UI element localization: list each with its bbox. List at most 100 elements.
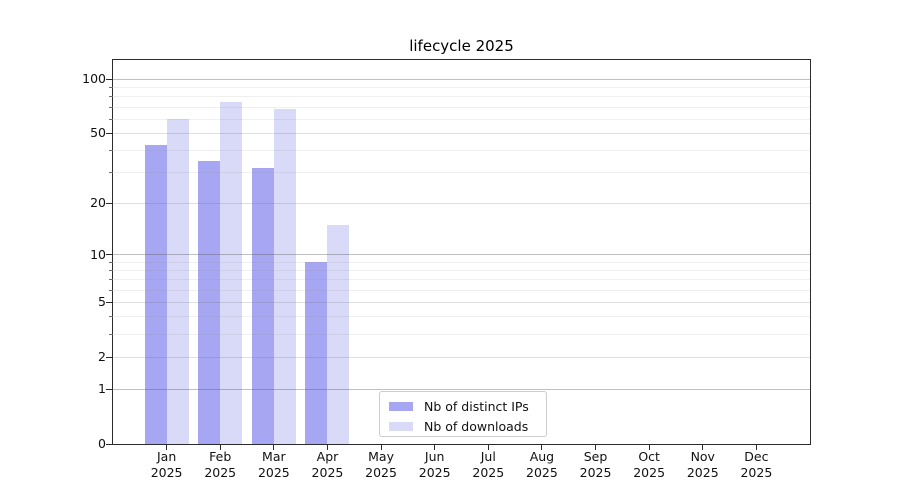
gridline-minor (113, 289, 810, 291)
plot-area (112, 59, 811, 445)
y-tick-mark-minor (109, 269, 113, 271)
y-tick-label: 20 (90, 195, 106, 211)
x-tick-year: 2025 (365, 465, 397, 480)
x-tick-year: 2025 (204, 465, 237, 480)
legend-label-downloads: Nb of downloads (424, 419, 529, 434)
x-tick-mark (487, 445, 489, 450)
x-tick-month: Jan (156, 449, 177, 464)
gridline-major (113, 356, 810, 358)
x-tick-month: Feb (209, 449, 232, 464)
x-tick-label: Jun 2025 (403, 449, 467, 481)
bar-downloads-apr (327, 224, 350, 444)
x-tick-year: 2025 (579, 465, 612, 480)
x-tick-mark (541, 445, 543, 450)
y-tick-mark (106, 254, 113, 256)
x-tick-year: 2025 (633, 465, 666, 480)
x-tick-mark (326, 445, 328, 450)
y-tick-mark-minor (109, 118, 113, 120)
bar-distinct-ips-jan (144, 144, 167, 444)
y-tick-mark-minor (109, 261, 113, 263)
legend-item-downloads: Nb of downloads (389, 418, 546, 435)
x-tick-year: 2025 (418, 465, 451, 480)
y-tick-mark (106, 356, 113, 358)
bar-distinct-ips-mar (251, 167, 274, 444)
x-tick-mark (380, 445, 382, 450)
legend-item-distinct-ips: Nb of distinct IPs (389, 398, 546, 415)
y-tick-mark-minor (109, 96, 113, 98)
gridline-minor (113, 333, 810, 335)
legend-swatch-downloads (389, 422, 413, 431)
y-tick-mark (106, 78, 113, 80)
y-tick-mark-minor (109, 106, 113, 108)
gridline-minor (113, 96, 810, 98)
gridline-minor (113, 279, 810, 281)
x-tick-label: Feb 2025 (188, 449, 252, 481)
x-tick-label: Mar 2025 (242, 449, 306, 481)
x-tick-label: Dec 2025 (724, 449, 788, 481)
gridline-major (113, 132, 810, 134)
bar-downloads-mar (273, 109, 296, 444)
y-tick-mark-minor (109, 279, 113, 281)
x-tick-month: Jul (480, 449, 496, 464)
x-tick-month: Sep (583, 449, 608, 464)
x-tick-mark (595, 445, 597, 450)
x-tick-month: Aug (529, 449, 555, 464)
gridline-major (113, 78, 810, 80)
y-tick-mark (106, 443, 113, 445)
bar-downloads-feb (220, 101, 243, 444)
y-tick-mark-minor (109, 172, 113, 174)
y-tick-label: 1 (98, 381, 106, 397)
y-tick-mark-minor (109, 333, 113, 335)
x-tick-year: 2025 (686, 465, 719, 480)
y-tick-label: 0 (98, 436, 106, 451)
x-tick-mark (219, 445, 221, 450)
x-tick-label: Jan 2025 (135, 449, 199, 481)
gridline-minor (113, 150, 810, 152)
y-tick-mark-minor (109, 150, 113, 152)
gridline-major (113, 388, 810, 390)
y-tick-label: 2 (98, 349, 106, 365)
gridline-major (113, 254, 810, 256)
gridline-minor (113, 172, 810, 174)
legend-label-distinct-ips: Nb of distinct IPs (424, 399, 529, 414)
y-tick-mark (106, 301, 113, 303)
x-tick-mark (166, 445, 168, 450)
gridline-major (113, 202, 810, 204)
bar-distinct-ips-feb (198, 160, 221, 444)
x-tick-year: 2025 (526, 465, 558, 480)
x-tick-month: Dec (744, 449, 769, 464)
x-tick-mark (273, 445, 275, 450)
legend-swatch-distinct-ips (389, 402, 413, 411)
y-tick-mark-minor (109, 289, 113, 291)
x-tick-label: Nov 2025 (671, 449, 735, 481)
x-tick-label: May 2025 (349, 449, 413, 481)
gridline-minor (113, 106, 810, 108)
x-tick-label: Jul 2025 (456, 449, 520, 481)
bar-distinct-ips-apr (305, 262, 328, 444)
x-tick-label: Apr 2025 (295, 449, 359, 481)
y-tick-mark (106, 132, 113, 134)
gridline-minor (113, 316, 810, 318)
x-tick-label: Oct 2025 (617, 449, 681, 481)
x-tick-year: 2025 (740, 465, 773, 480)
x-tick-year: 2025 (150, 465, 183, 480)
x-tick-year: 2025 (257, 465, 290, 480)
x-tick-month: Mar (262, 449, 286, 464)
chart-title: lifecycle 2025 (409, 37, 514, 55)
x-tick-year: 2025 (311, 465, 344, 480)
y-tick-label: 50 (90, 125, 106, 141)
x-tick-label: Aug 2025 (510, 449, 574, 481)
gridline-minor (113, 261, 810, 263)
x-tick-mark (702, 445, 704, 450)
gridline-minor (113, 269, 810, 271)
x-tick-month: May (368, 449, 394, 464)
gridline-minor (113, 87, 810, 89)
x-tick-mark (648, 445, 650, 450)
legend: Nb of distinct IPs Nb of downloads (379, 391, 547, 437)
x-tick-month: Apr (316, 449, 339, 464)
x-tick-month: Jun (424, 449, 445, 464)
y-tick-label: 5 (98, 294, 106, 310)
x-tick-mark (755, 445, 757, 450)
y-tick-label: 10 (90, 246, 106, 262)
